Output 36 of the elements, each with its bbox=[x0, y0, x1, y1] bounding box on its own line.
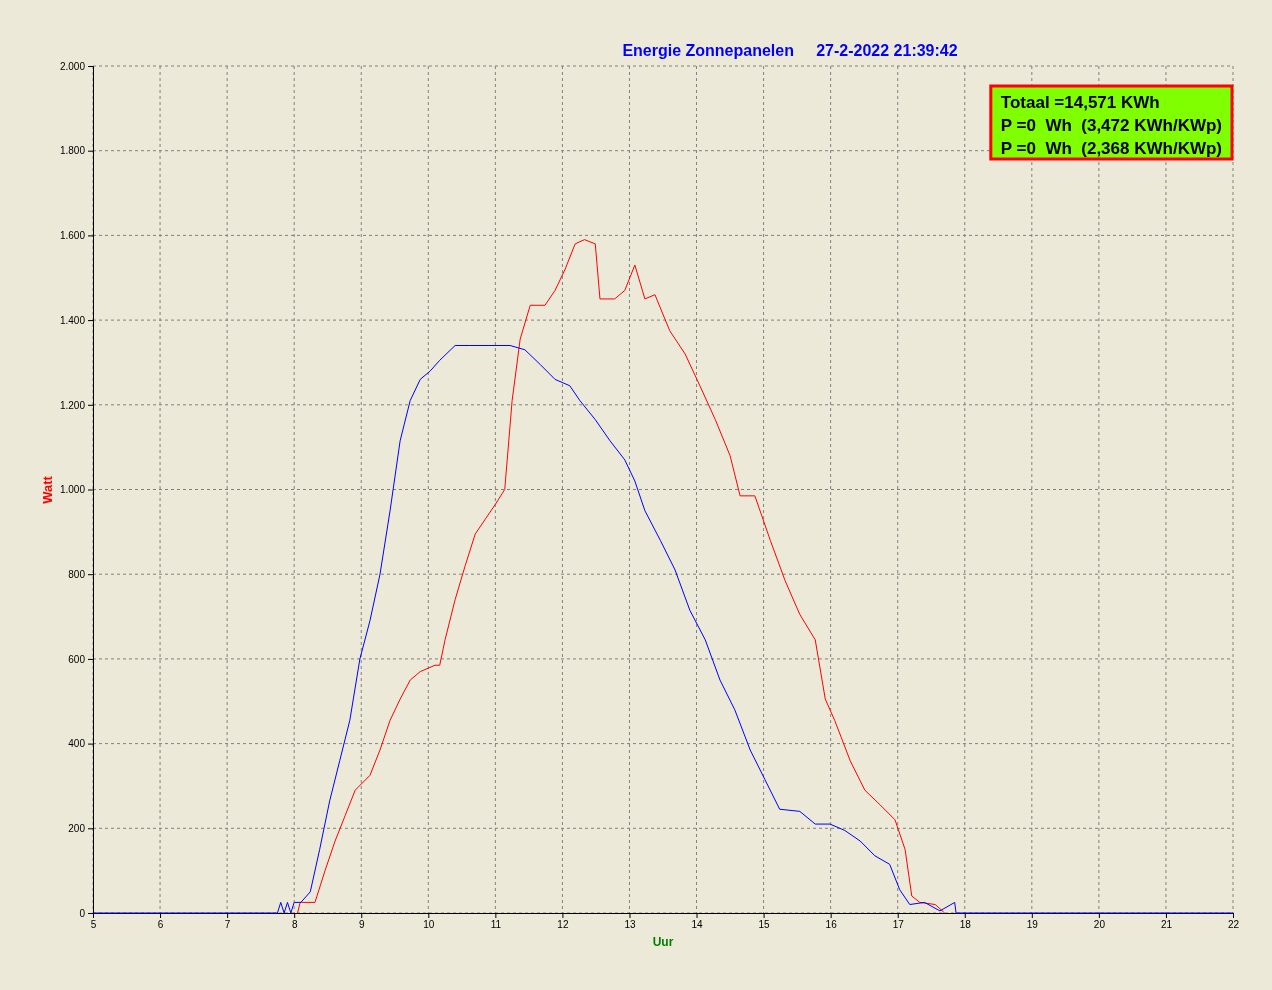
y-tick-label: 200 bbox=[68, 823, 86, 834]
x-axis-title: Uur bbox=[652, 935, 674, 949]
y-tick-label: 600 bbox=[68, 653, 86, 665]
x-tick-label: 11 bbox=[490, 919, 502, 931]
y-tick-label: 0 bbox=[79, 907, 86, 919]
x-tick-label: 21 bbox=[1160, 919, 1173, 931]
x-tick-label: 5 bbox=[90, 919, 97, 931]
y-axis-title: Watt bbox=[40, 475, 55, 504]
annotation: P =0 Wh (3,472 KWh/KWp) bbox=[1000, 116, 1222, 135]
x-tick-label: 18 bbox=[959, 919, 972, 931]
x-tick-label: 9 bbox=[358, 919, 365, 931]
y-tick-label: 1.800 bbox=[59, 145, 86, 157]
y-tick-label: 1.200 bbox=[59, 399, 86, 411]
x-tick-label: 16 bbox=[825, 919, 838, 931]
x-tick-label: 14 bbox=[691, 919, 704, 931]
x-tick-label: 7 bbox=[224, 919, 231, 931]
x-tick-label: 15 bbox=[758, 919, 771, 931]
x-tick-label: 17 bbox=[892, 919, 905, 931]
y-tick-label: 1.600 bbox=[59, 230, 86, 242]
x-tick-label: 12 bbox=[557, 919, 569, 931]
chart-title: Energie Zonnepanelen 27-2-2022 21:39:42 bbox=[622, 42, 958, 59]
line-series bbox=[297, 239, 946, 914]
y-tick-label: 2.000 bbox=[59, 60, 86, 72]
y-tick-label: 800 bbox=[68, 568, 86, 580]
annotation: P =0 Wh (2,368 KWh/KWp) bbox=[1000, 139, 1222, 158]
x-tick-label: 8 bbox=[291, 919, 298, 931]
y-tick-label: 1.400 bbox=[59, 314, 86, 326]
y-tick-label: 1.000 bbox=[59, 484, 86, 496]
x-tick-label: 10 bbox=[423, 919, 435, 931]
x-tick-label: 13 bbox=[624, 919, 636, 931]
x-tick-label: 6 bbox=[157, 919, 164, 931]
x-tick-label: 19 bbox=[1026, 919, 1039, 931]
x-tick-label: 22 bbox=[1227, 919, 1240, 931]
annotation: Totaal =14,571 KWh bbox=[1000, 93, 1160, 112]
y-tick-label: 400 bbox=[68, 738, 86, 750]
x-tick-label: 20 bbox=[1093, 919, 1106, 931]
